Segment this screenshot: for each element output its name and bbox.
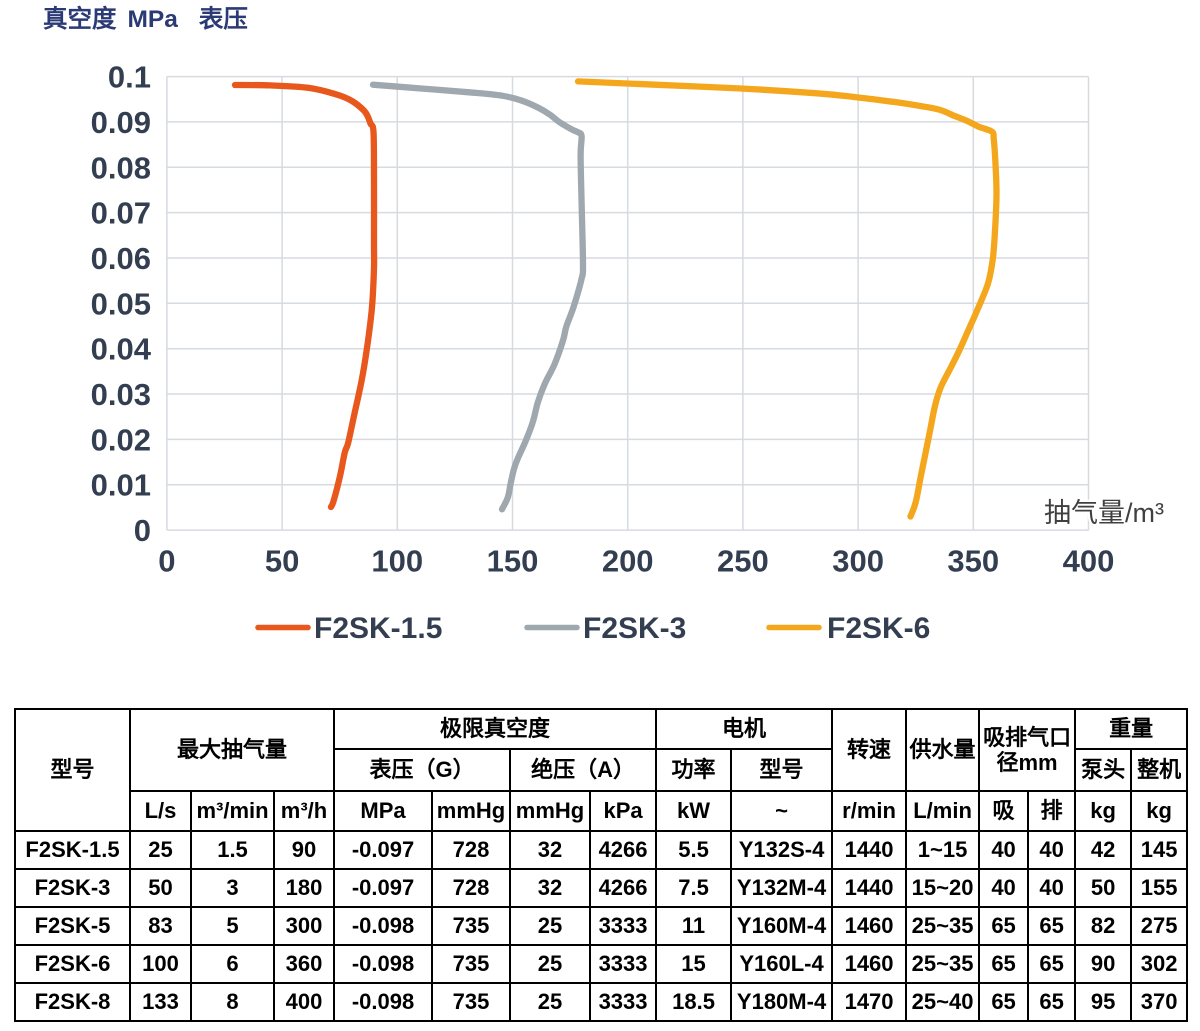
svg-text:300: 300 [832, 544, 884, 579]
svg-text:0.01: 0.01 [91, 468, 151, 503]
svg-text:0.02: 0.02 [91, 422, 151, 457]
svg-text:0: 0 [158, 544, 175, 579]
svg-text:0.07: 0.07 [91, 196, 151, 231]
svg-text:0.08: 0.08 [91, 150, 151, 185]
svg-text:F2SK-3: F2SK-3 [583, 612, 686, 645]
svg-text:350: 350 [947, 544, 999, 579]
svg-text:100: 100 [371, 544, 423, 579]
svg-text:0.06: 0.06 [91, 241, 151, 276]
svg-text:0.03: 0.03 [91, 377, 151, 412]
svg-text:F2SK-6: F2SK-6 [827, 612, 930, 645]
svg-text:抽气量/m³: 抽气量/m³ [1044, 498, 1164, 528]
svg-text:200: 200 [602, 544, 654, 579]
svg-text:50: 50 [265, 544, 299, 579]
svg-text:0.09: 0.09 [91, 105, 151, 140]
svg-text:0.05: 0.05 [91, 286, 151, 321]
svg-text:400: 400 [1063, 544, 1115, 579]
svg-text:0.04: 0.04 [91, 332, 152, 367]
svg-text:250: 250 [717, 544, 769, 579]
svg-text:150: 150 [487, 544, 539, 579]
svg-text:0.1: 0.1 [108, 60, 151, 95]
svg-text:F2SK-1.5: F2SK-1.5 [314, 612, 442, 645]
svg-text:0: 0 [134, 513, 151, 548]
